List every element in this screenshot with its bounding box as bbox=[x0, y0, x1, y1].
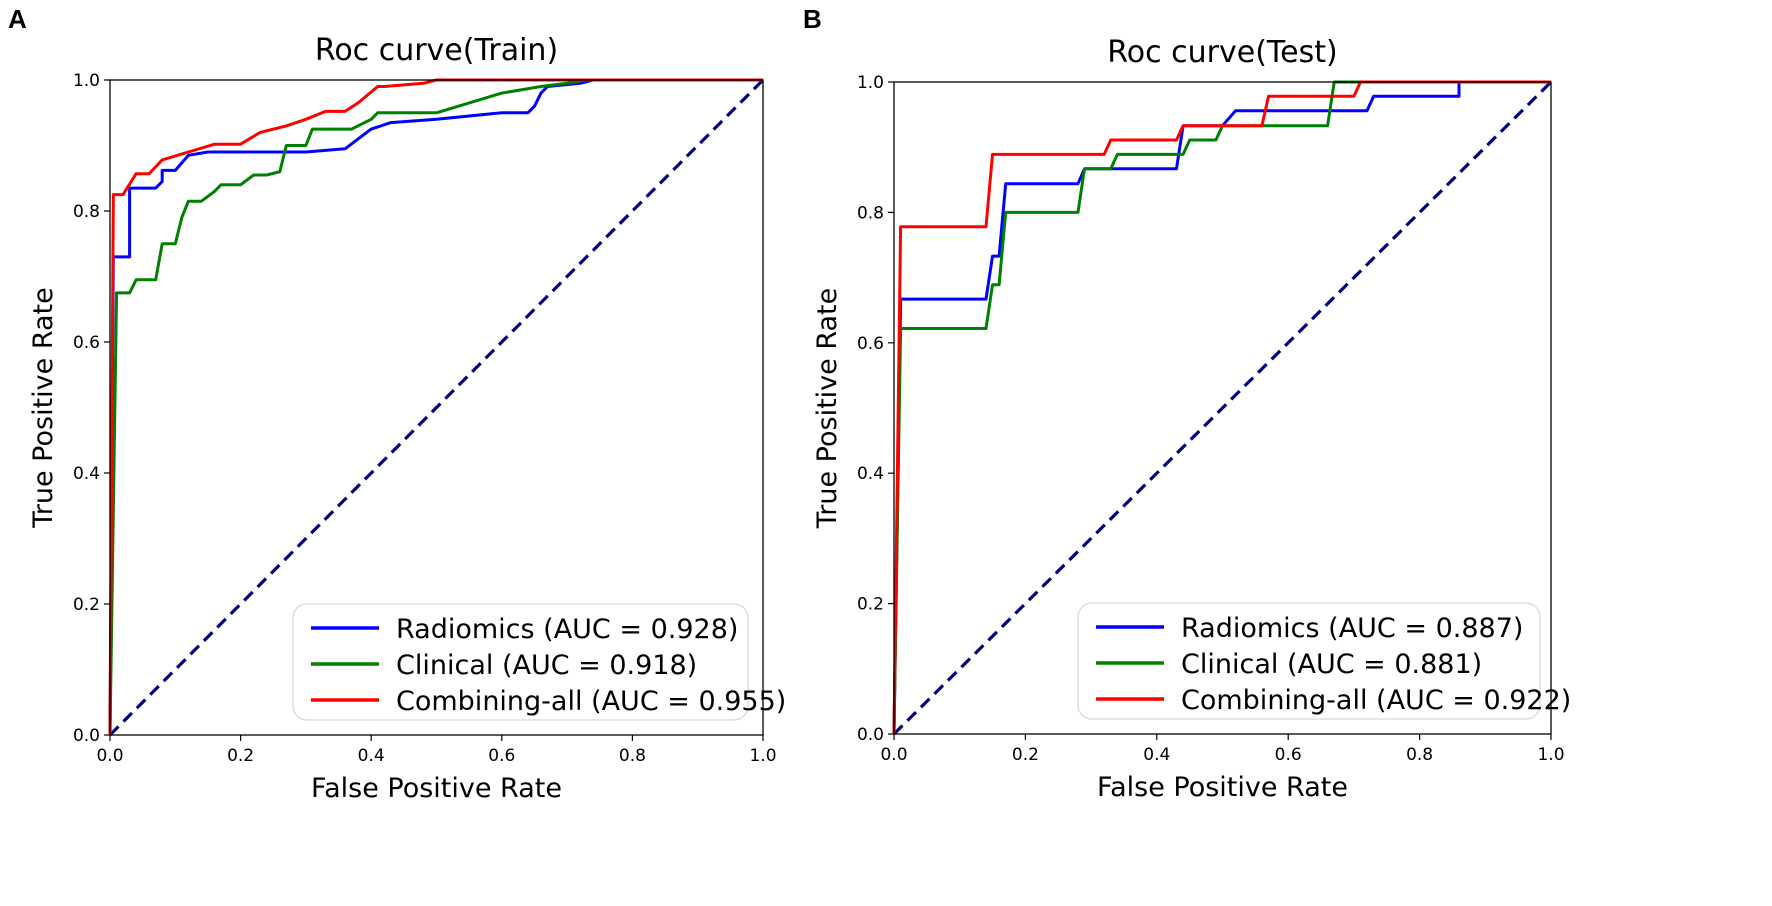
x-tick-label: 0.2 bbox=[227, 746, 254, 766]
x-tick-label: 1.0 bbox=[749, 746, 776, 766]
chart-title: Roc curve(Train) bbox=[315, 33, 558, 68]
legend: Radiomics (AUC = 0.928) Clinical (AUC = 0… bbox=[292, 603, 786, 721]
x-axis-label: False Positive Rate bbox=[1097, 772, 1348, 803]
legend-label: Combining-all (AUC = 0.922) bbox=[1181, 685, 1571, 716]
series-line-radiomics bbox=[892, 80, 1551, 735]
x-tick-label: 0.0 bbox=[880, 745, 907, 765]
panel-letter: A bbox=[8, 4, 27, 34]
series-line-combining-all bbox=[892, 80, 1551, 735]
legend-box bbox=[1077, 602, 1541, 720]
legend-label: Clinical (AUC = 0.881) bbox=[1181, 649, 1482, 680]
series-line-radiomics bbox=[108, 78, 763, 736]
y-tick-label: 0.6 bbox=[73, 333, 100, 353]
legend-label: Clinical (AUC = 0.918) bbox=[396, 650, 697, 681]
y-axis-label: True Positive Rate bbox=[812, 288, 843, 530]
x-tick-label: 0.8 bbox=[619, 746, 646, 766]
panel-letter: B bbox=[803, 4, 822, 34]
plot-frame bbox=[893, 81, 1552, 735]
y-tick-label: 0.4 bbox=[73, 464, 100, 484]
chance-diagonal-line bbox=[892, 80, 1553, 736]
y-tick-label: 0.8 bbox=[857, 203, 884, 223]
legend: Radiomics (AUC = 0.887) Clinical (AUC = 0… bbox=[1077, 602, 1571, 720]
y-tick-label: 0.4 bbox=[857, 464, 884, 484]
y-tick-label: 0.8 bbox=[73, 202, 100, 222]
y-tick-label: 0.0 bbox=[857, 725, 884, 745]
x-tick-label: 0.6 bbox=[1275, 745, 1302, 765]
y-tick-label: 1.0 bbox=[857, 73, 884, 93]
legend-label: Radiomics (AUC = 0.887) bbox=[1181, 613, 1523, 644]
chart-title: Roc curve(Test) bbox=[1107, 35, 1337, 70]
x-tick-label: 0.0 bbox=[96, 746, 123, 766]
series-line-clinical bbox=[108, 78, 763, 736]
y-tick-label: 1.0 bbox=[73, 71, 100, 91]
y-tick-label: 0.2 bbox=[73, 595, 100, 615]
x-tick-label: 1.0 bbox=[1537, 745, 1564, 765]
roc-chart-b: B Roc curve(Test) False Positive Rate True … bbox=[803, 4, 1571, 803]
y-tick-label: 0.0 bbox=[73, 726, 100, 746]
legend-box bbox=[292, 603, 749, 721]
x-axis-label: False Positive Rate bbox=[311, 773, 562, 804]
y-tick-label: 0.6 bbox=[857, 334, 884, 354]
roc-chart-a: A Roc curve(Train) False Positive Rate True… bbox=[8, 4, 786, 804]
legend-label: Combining-all (AUC = 0.955) bbox=[396, 686, 786, 717]
plot-frame bbox=[109, 79, 764, 736]
chance-diagonal-line bbox=[108, 78, 765, 737]
x-tick-label: 0.2 bbox=[1012, 745, 1039, 765]
x-tick-label: 0.8 bbox=[1406, 745, 1433, 765]
x-tick-label: 0.4 bbox=[1143, 745, 1170, 765]
x-tick-label: 0.6 bbox=[488, 746, 515, 766]
y-tick-label: 0.2 bbox=[857, 595, 884, 615]
legend-label: Radiomics (AUC = 0.928) bbox=[396, 614, 738, 645]
x-tick-label: 0.4 bbox=[358, 746, 385, 766]
y-axis-label: True Positive Rate bbox=[28, 287, 59, 529]
